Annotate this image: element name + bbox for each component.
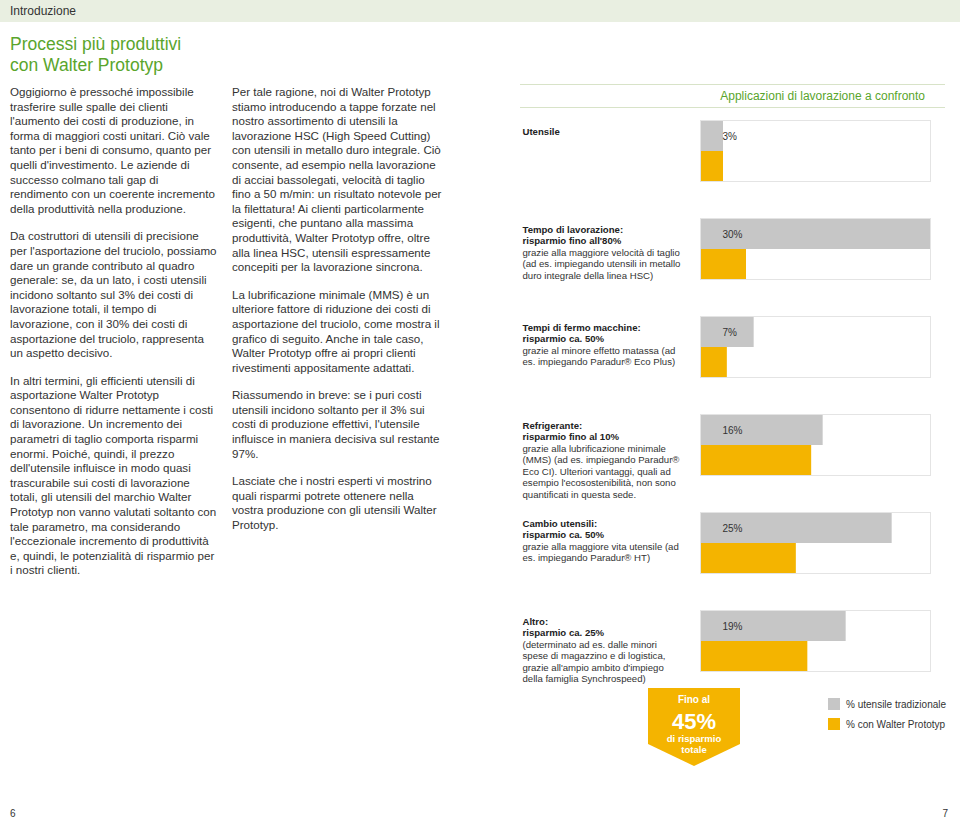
svg-text:3%: 3% bbox=[723, 131, 738, 142]
svg-text:grazie al minore effetto matas: grazie al minore effetto matassa (ades. … bbox=[523, 345, 676, 368]
html-text:Da costruttori di utensili di: Da costruttori di utensili di precisione… bbox=[10, 229, 217, 360]
svg-text:Tempi di fermo macchine:rispar: Tempi di fermo macchine:risparmio ca. 50… bbox=[523, 322, 641, 345]
svg-text:Fino al: Fino al bbox=[678, 694, 710, 705]
html-text:Processi più produttivi: Processi più produttivi bbox=[10, 34, 182, 54]
html-text:7: 7 bbox=[942, 808, 948, 819]
svg-text:Utensile: Utensile bbox=[523, 126, 560, 137]
html-text:Riassumendo in breve: se i pur: Riassumendo in breve: se i puri costi ut… bbox=[232, 388, 440, 460]
svg-text:Altro:risparmio ca. 25%: Altro:risparmio ca. 25% bbox=[523, 616, 605, 639]
html-text:Per tale ragione, noi di Walte: Per tale ragione, noi di Walter Prototyp… bbox=[232, 85, 442, 274]
html-text:% utensile tradizionale: % utensile tradizionale bbox=[846, 698, 947, 710]
svg-text:19%: 19% bbox=[723, 621, 743, 632]
svg-text:Refrigerante:risparmio fino al: Refrigerante:risparmio fino al 10% bbox=[523, 420, 620, 443]
svg-text:25%: 25% bbox=[723, 523, 743, 534]
html-text:Applicazioni di lavorazione a: Applicazioni di lavorazione a confronto bbox=[720, 89, 925, 103]
html-text:con Walter Prototyp: con Walter Prototyp bbox=[10, 55, 163, 75]
svg-text:di risparmio: di risparmio bbox=[667, 733, 722, 744]
svg-text:grazie alla maggiore vita uten: grazie alla maggiore vita utensile (ades… bbox=[523, 541, 679, 564]
svg-text:45%: 45% bbox=[672, 709, 716, 734]
html-text:% con Walter Prototyp: % con Walter Prototyp bbox=[846, 718, 946, 730]
svg-text:16%: 16% bbox=[723, 425, 743, 436]
svg-text:30%: 30% bbox=[723, 229, 743, 240]
html-text:La lubrificazione minimale (MM: La lubrificazione minimale (MMS) è un ul… bbox=[232, 287, 440, 374]
html-text:Introduzione: Introduzione bbox=[10, 4, 76, 18]
html-text:Oggigiorno è pressoché impossi: Oggigiorno è pressoché impossibile trasf… bbox=[10, 85, 215, 215]
html-text:6: 6 bbox=[10, 808, 16, 819]
svg-text:totale: totale bbox=[681, 744, 706, 755]
svg-text:7%: 7% bbox=[723, 327, 738, 338]
html-text:In altri termini, gli efficien: In altri termini, gli efficienti utensil… bbox=[10, 373, 217, 577]
svg-text:Tempo di lavorazione:risparmio: Tempo di lavorazione:risparmio fino all'… bbox=[523, 224, 624, 247]
svg-text:grazie alla lubrificazione min: grazie alla lubrificazione minimale(MMS)… bbox=[523, 443, 680, 500]
html-text:Lasciate che i nostri esperti: Lasciate che i nostri esperti vi mostrin… bbox=[232, 474, 437, 531]
svg-text:Cambio utensili:risparmio ca.: Cambio utensili:risparmio ca. 50% bbox=[523, 518, 605, 541]
svg-text:(determinato ad es. dalle mino: (determinato ad es. dalle minorispese di… bbox=[523, 639, 666, 685]
svg-text:grazie alla maggiore velocità: grazie alla maggiore velocità di taglio(… bbox=[523, 247, 681, 281]
